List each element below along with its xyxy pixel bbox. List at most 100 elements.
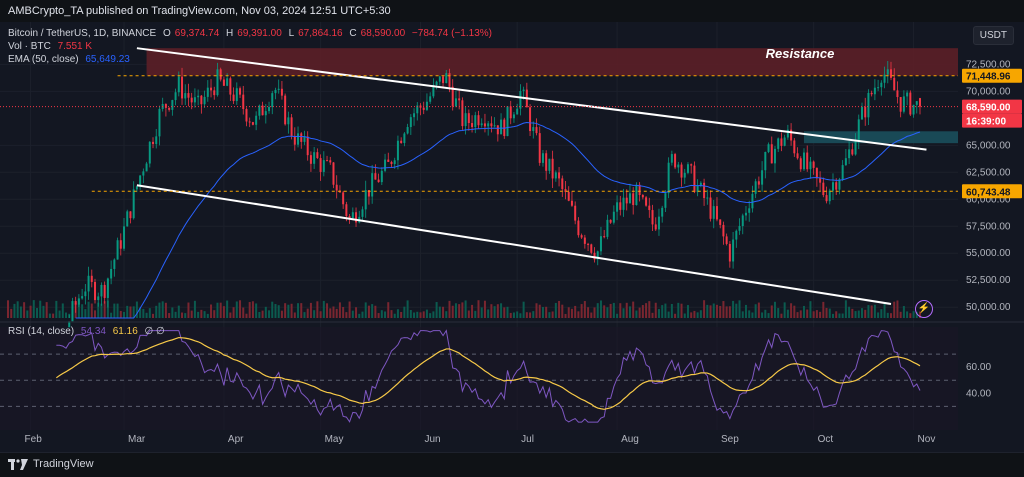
- volume-bar: [58, 310, 61, 318]
- ohlc-values: O 69,374.74 H 69,391.00 L 67,864.16 C 68,590…: [163, 28, 496, 39]
- volume-bar: [374, 305, 377, 318]
- volume-bar: [519, 313, 522, 318]
- rsi-axis-label: 60.00: [966, 362, 991, 373]
- candle-body: [474, 115, 477, 127]
- candle-body: [87, 275, 90, 292]
- time-axis-label: Jul: [521, 434, 534, 445]
- volume-bar: [664, 303, 667, 318]
- candle-body: [335, 184, 338, 191]
- volume-bar: [802, 305, 805, 318]
- candle-body: [806, 152, 809, 170]
- candle-body: [725, 236, 728, 244]
- price-axis-label: 60,000.00: [966, 194, 1011, 205]
- candle-body: [748, 208, 751, 213]
- tradingview-brand: TradingView: [33, 458, 94, 470]
- currency-button[interactable]: USDT: [972, 26, 1014, 45]
- volume-bar: [590, 312, 593, 318]
- candle-body: [554, 172, 557, 179]
- volume-bar: [796, 312, 799, 318]
- volume-bar: [677, 302, 680, 318]
- volume-bar: [596, 303, 599, 318]
- volume-bar: [532, 311, 535, 318]
- candle-body: [744, 212, 747, 216]
- candle-body: [719, 219, 722, 225]
- volume-bar: [722, 301, 725, 318]
- volume-bar: [351, 310, 354, 318]
- symbol-label: Bitcoin / TetherUS, 1D, BINANCE: [8, 28, 157, 39]
- volume-bar: [645, 303, 648, 318]
- candle-body: [200, 95, 203, 105]
- volume-bar: [177, 305, 180, 318]
- rsi-extra: ∅ ∅: [144, 326, 165, 337]
- volume-bar: [184, 313, 187, 318]
- candle-body: [522, 89, 525, 92]
- volume-bar: [52, 313, 55, 318]
- volume-bar: [751, 312, 754, 318]
- volume-bar: [7, 300, 9, 318]
- rsi-line: [56, 329, 921, 423]
- volume-bar: [877, 312, 880, 318]
- volume-bar: [625, 302, 628, 318]
- chart-area[interactable]: Resistance 72,500.00 70,000.00 65,000.00 62,…: [0, 22, 1024, 452]
- volume-bar: [329, 308, 332, 318]
- volume-bar: [896, 300, 899, 318]
- volume-bar: [883, 303, 886, 318]
- candle-body: [116, 240, 119, 260]
- volume-bar: [483, 300, 486, 318]
- candle-body: [609, 219, 612, 223]
- tradingview-logo[interactable]: TradingView: [8, 458, 94, 470]
- volume-bar: [906, 311, 909, 318]
- price-axis-label: 55,000.00: [966, 248, 1011, 259]
- volume-bar: [435, 302, 438, 318]
- candle-body: [877, 87, 880, 89]
- volume-bar: [309, 302, 312, 318]
- candle-body: [280, 88, 283, 96]
- volume-bar: [467, 310, 470, 318]
- volume-bar: [171, 307, 174, 318]
- volume-bar: [77, 303, 80, 318]
- candle-body: [451, 86, 454, 107]
- current-price-tag-bg: [962, 99, 1022, 114]
- candle-body: [812, 161, 815, 168]
- candle-body: [490, 123, 493, 127]
- resistance-zone: [146, 48, 958, 76]
- volume-bar: [812, 311, 815, 318]
- candle-body: [306, 136, 309, 156]
- volume-bar: [152, 313, 155, 318]
- volume-bar: [142, 308, 145, 318]
- volume-bar: [342, 306, 345, 318]
- candle-body: [902, 96, 905, 112]
- candle-body: [567, 191, 570, 201]
- candle-body: [512, 114, 515, 119]
- volume-bar: [828, 308, 831, 318]
- volume-bar: [480, 307, 483, 318]
- volume-bar: [548, 312, 551, 318]
- candle-body: [464, 113, 467, 127]
- volume-bar: [529, 312, 532, 318]
- candle-body: [197, 95, 200, 98]
- candle-body: [635, 184, 638, 206]
- volume-bar: [110, 312, 113, 318]
- candle-body: [258, 105, 261, 116]
- candle-body: [445, 73, 448, 84]
- candle-body: [580, 235, 583, 238]
- low-value: 67,864.16: [298, 28, 343, 39]
- volume-bar: [258, 311, 261, 318]
- published-text: AMBCrypto_TA published on TradingView.co…: [8, 5, 391, 17]
- change-value: −784.74 (−1.13%): [411, 28, 492, 39]
- candle-body: [677, 164, 680, 168]
- volume-bar: [574, 305, 577, 318]
- volume-bar: [345, 312, 348, 318]
- candle-body: [119, 240, 122, 249]
- candle-body: [548, 158, 551, 171]
- volume-bar: [232, 307, 235, 318]
- candle-body: [541, 153, 544, 163]
- candle-body: [409, 117, 412, 128]
- volume-bar: [471, 304, 474, 318]
- volume-bar: [654, 302, 657, 318]
- price-chart-svg[interactable]: Resistance 72,500.00 70,000.00 65,000.00 62,…: [0, 22, 1024, 452]
- lightning-icon[interactable]: ⚡: [915, 300, 933, 318]
- candle-body: [638, 184, 641, 195]
- candle-body: [619, 202, 622, 210]
- candle-body: [342, 192, 345, 205]
